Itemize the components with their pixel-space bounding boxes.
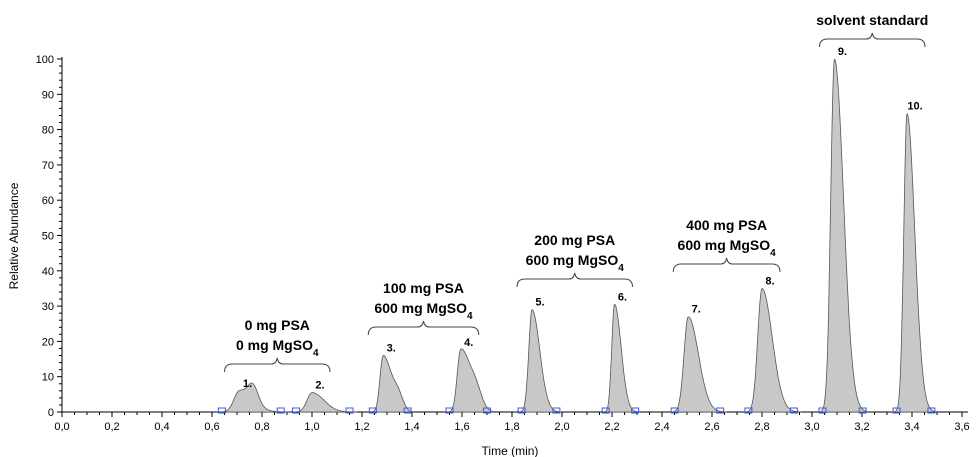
x-axis-title: Time (min): [482, 444, 539, 457]
group-brace-4: [672, 257, 781, 273]
group-brace-1: [224, 357, 331, 373]
y-tick-label: 80: [42, 125, 54, 137]
y-tick-label: 90: [42, 89, 54, 101]
x-tick-label: 3,2: [854, 421, 869, 433]
integration-marker: [292, 407, 300, 414]
x-tick-label: 2,2: [604, 421, 619, 433]
integration-marker: [744, 407, 753, 414]
peak-label-10: 10.: [907, 101, 922, 113]
integration-marker: [892, 407, 901, 414]
y-tick-label: 50: [42, 231, 54, 243]
integration-markers: [217, 407, 936, 414]
integration-marker: [818, 407, 827, 414]
x-tick-label: 2,8: [754, 421, 769, 433]
group-label-2: 100 mg PSA: [383, 280, 464, 296]
peak-label-6: 6.: [618, 291, 627, 303]
peak-5: [518, 309, 562, 413]
y-tick-label: 0: [48, 407, 54, 419]
integration-marker: [858, 407, 867, 414]
x-tick-label: 3,4: [904, 421, 919, 433]
y-tick-label: 30: [42, 301, 54, 313]
y-tick-label: 100: [36, 54, 54, 66]
peak-label-8: 8.: [765, 275, 774, 287]
y-tick-label: 20: [42, 336, 54, 348]
x-tick-label: 3,6: [954, 421, 969, 433]
peak-10: [893, 112, 937, 413]
group-label-4-line2: 600 mg MgSO4: [678, 237, 777, 259]
x-tick-label: 2,4: [654, 421, 669, 433]
integration-marker: [552, 407, 561, 414]
peak-label-7: 7.: [692, 304, 701, 316]
y-tick-label: 60: [42, 195, 54, 207]
group-label-3: 200 mg PSA: [534, 232, 615, 248]
x-tick-label: 0,2: [104, 421, 119, 433]
x-tick-label: 2,6: [704, 421, 719, 433]
x-tick-label: 0,6: [204, 421, 219, 433]
integration-marker: [789, 407, 798, 414]
labels-layer: 1. 2. 3. 4. 5. 6. 7. 8. 9. 10. 0 mg PSA 0 mg MgSO4 1…: [224, 12, 928, 392]
group-label-4: 400 mg PSA: [686, 217, 767, 233]
integration-marker: [716, 407, 725, 414]
peak-1: [217, 382, 289, 413]
group-label-3-line2: 600 mg MgSO4: [526, 252, 625, 274]
y-tick-label: 10: [42, 372, 54, 384]
peak-label-3: 3.: [387, 343, 396, 355]
x-tick-label: 0,4: [154, 421, 169, 433]
peak-label-5: 5.: [535, 297, 544, 309]
x-tick-label: 0,0: [54, 421, 69, 433]
integration-marker: [445, 407, 454, 414]
peak-label-9: 9.: [838, 46, 847, 58]
x-tick-label: 1,4: [404, 421, 419, 433]
y-axis-title: Relative Abundance: [7, 182, 21, 289]
group-label-2-line2: 600 mg MgSO4: [374, 300, 473, 322]
group-brace-2: [367, 320, 480, 336]
integration-marker: [927, 407, 936, 414]
peak-label-2: 2.: [315, 380, 324, 392]
integration-marker: [517, 407, 526, 414]
integration-marker: [368, 407, 377, 414]
peak-label-4: 4.: [464, 337, 473, 349]
group-label-1: 0 mg PSA: [245, 317, 310, 333]
integration-marker: [345, 407, 354, 414]
x-tick-label: 3,0: [804, 421, 819, 433]
x-tick-label: 0,8: [254, 421, 269, 433]
group-brace-3: [516, 272, 633, 288]
group-label-1-line2: 0 mg MgSO4: [236, 337, 319, 359]
peak-7: [671, 316, 727, 413]
integration-marker: [276, 407, 285, 414]
peaks-layer: [217, 58, 937, 413]
peak-6: [603, 303, 640, 413]
integration-marker: [483, 407, 491, 414]
integration-marker: [670, 407, 679, 414]
y-tick-label: 70: [42, 160, 54, 172]
y-tick-label: 40: [42, 266, 54, 278]
x-tick-label: 1,6: [454, 421, 469, 433]
peak-4: [446, 348, 493, 413]
integration-marker: [631, 407, 640, 414]
x-tick-label: 2,0: [554, 421, 569, 433]
peak-8: [744, 287, 801, 413]
x-tick-label: 1,2: [354, 421, 369, 433]
x-tick-label: 1,0: [304, 421, 319, 433]
peak-label-1: 1.: [243, 378, 252, 390]
integration-marker: [601, 407, 610, 414]
x-tick-label: 1,8: [504, 421, 519, 433]
peak-2: [292, 392, 357, 413]
group-label-5: solvent standard: [816, 12, 928, 28]
integration-marker: [217, 407, 226, 414]
peak-3: [370, 354, 413, 413]
group-brace-5: [819, 32, 926, 48]
integration-marker: [403, 407, 412, 414]
peak-9: [819, 58, 869, 413]
axes: 0 10 20 30 40 50 60 70 80 90 100 0,0 0,2 0,4 0,6 0,8 1,0…: [36, 54, 970, 433]
